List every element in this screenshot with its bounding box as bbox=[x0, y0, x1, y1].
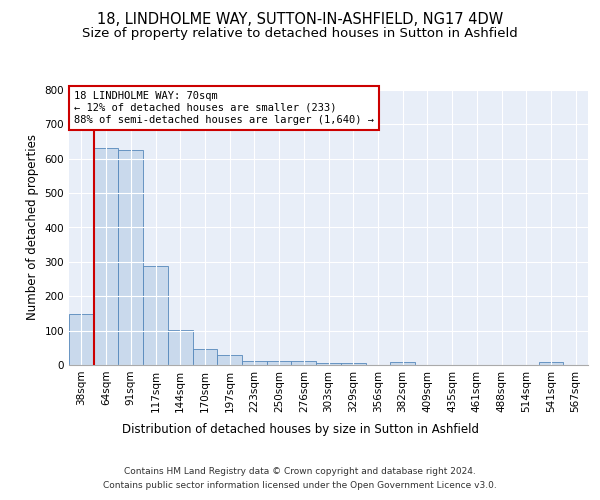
Bar bbox=[118, 150, 143, 365]
Bar bbox=[168, 330, 193, 365]
Bar bbox=[341, 362, 365, 365]
Text: 18, LINDHOLME WAY, SUTTON-IN-ASHFIELD, NG17 4DW: 18, LINDHOLME WAY, SUTTON-IN-ASHFIELD, N… bbox=[97, 12, 503, 28]
Text: Contains public sector information licensed under the Open Government Licence v3: Contains public sector information licen… bbox=[103, 481, 497, 490]
Bar bbox=[539, 362, 563, 365]
Text: Size of property relative to detached houses in Sutton in Ashfield: Size of property relative to detached ho… bbox=[82, 28, 518, 40]
Text: Contains HM Land Registry data © Crown copyright and database right 2024.: Contains HM Land Registry data © Crown c… bbox=[124, 468, 476, 476]
Bar bbox=[242, 361, 267, 365]
Y-axis label: Number of detached properties: Number of detached properties bbox=[26, 134, 39, 320]
Bar bbox=[94, 148, 118, 365]
Text: Distribution of detached houses by size in Sutton in Ashfield: Distribution of detached houses by size … bbox=[121, 422, 479, 436]
Bar bbox=[267, 360, 292, 365]
Bar bbox=[193, 349, 217, 365]
Bar bbox=[217, 354, 242, 365]
Bar bbox=[143, 266, 168, 365]
Bar bbox=[316, 364, 341, 365]
Bar bbox=[390, 362, 415, 365]
Bar bbox=[69, 314, 94, 365]
Bar bbox=[292, 361, 316, 365]
Text: 18 LINDHOLME WAY: 70sqm
← 12% of detached houses are smaller (233)
88% of semi-d: 18 LINDHOLME WAY: 70sqm ← 12% of detache… bbox=[74, 92, 374, 124]
